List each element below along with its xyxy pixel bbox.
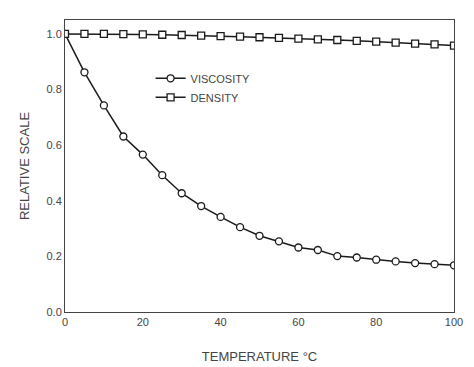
svg-text:0.8: 0.8 (47, 83, 62, 95)
svg-text:VISCOSITY: VISCOSITY (191, 73, 250, 85)
svg-text:20: 20 (137, 316, 149, 328)
svg-text:0.4: 0.4 (47, 195, 62, 207)
svg-text:0: 0 (62, 316, 68, 328)
svg-text:0.2: 0.2 (47, 250, 62, 262)
svg-text:100: 100 (445, 316, 463, 328)
svg-text:TEMPERATURE °C: TEMPERATURE °C (202, 349, 317, 364)
svg-text:80: 80 (370, 316, 382, 328)
svg-text:RELATIVE SCALE: RELATIVE SCALE (17, 112, 32, 220)
svg-text:60: 60 (292, 316, 304, 328)
svg-text:0.0: 0.0 (47, 306, 62, 318)
svg-text:DENSITY: DENSITY (191, 92, 239, 104)
svg-text:0.6: 0.6 (47, 139, 62, 151)
svg-text:1.0: 1.0 (47, 28, 62, 40)
svg-text:40: 40 (214, 316, 226, 328)
